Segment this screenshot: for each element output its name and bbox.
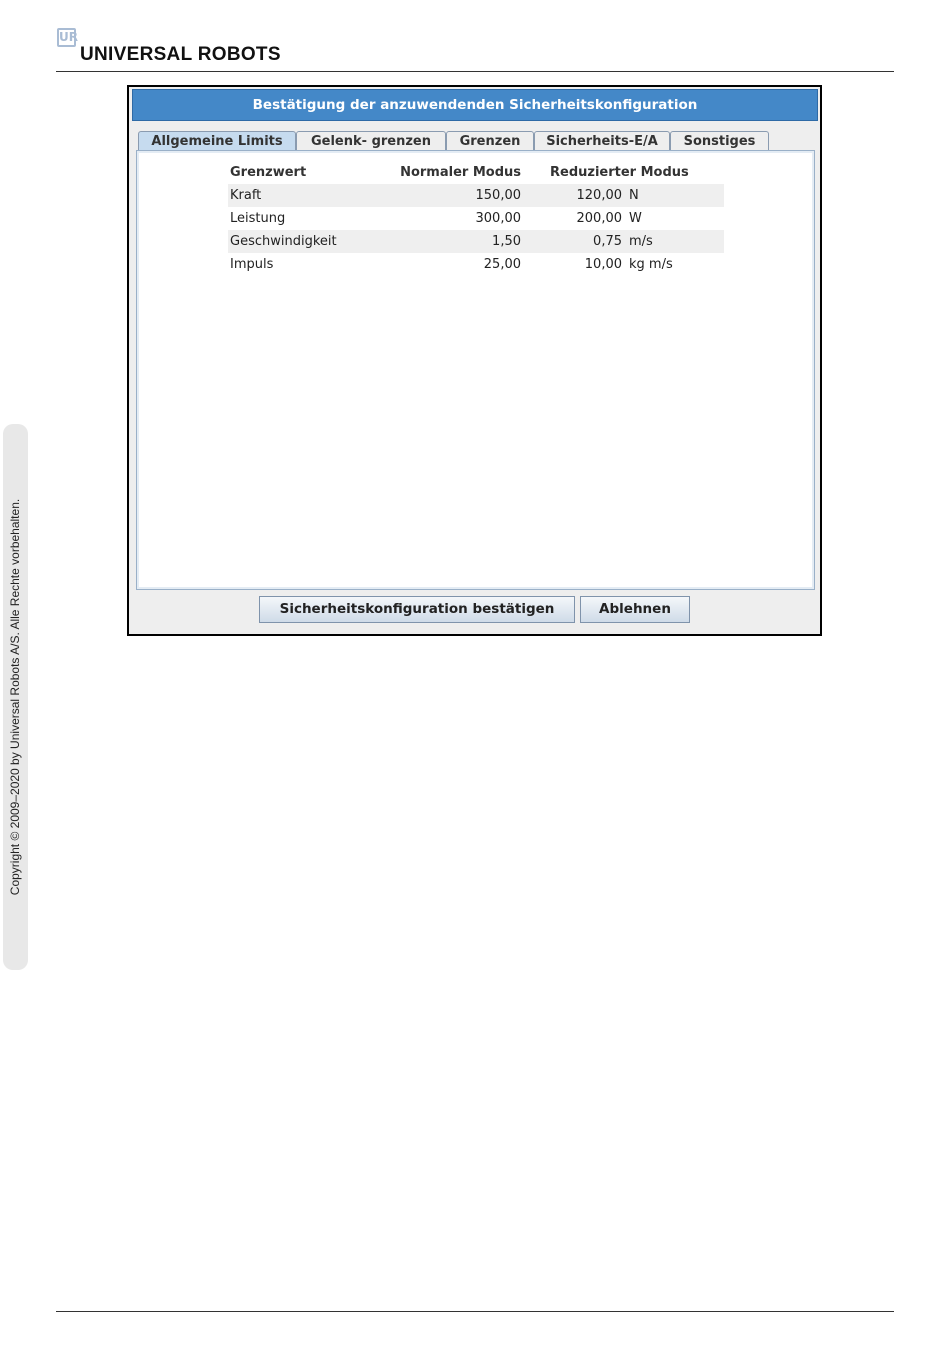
limit-name: Geschwindigkeit <box>230 234 337 249</box>
reject-button[interactable]: Ablehnen <box>580 596 690 623</box>
limit-name: Leistung <box>230 211 286 226</box>
normal-value: 1,50 <box>492 234 521 249</box>
header-grenzwert: Grenzwert <box>230 165 307 180</box>
footer-divider <box>56 1311 894 1312</box>
table-row: Leistung 300,00 200,00 W <box>228 207 724 230</box>
table-row: Impuls 25,00 10,00 kg m/s <box>228 253 724 276</box>
reduced-value: 120,00 <box>576 188 623 203</box>
limits-table: Grenzwert Normaler Modus Reduzierter Mod… <box>228 161 724 276</box>
limit-name: Kraft <box>230 188 262 203</box>
tab-gelenkgrenzen[interactable]: Gelenk- grenzen <box>296 131 446 151</box>
tab-sonstiges[interactable]: Sonstiges <box>670 131 769 151</box>
tab-panel: Grenzwert Normaler Modus Reduzierter Mod… <box>136 150 815 590</box>
table-row: Kraft 150,00 120,00 N <box>228 184 724 207</box>
header-normal: Normaler Modus <box>400 165 521 180</box>
copyright-text: Copyright © 2009–2020 by Universal Robot… <box>8 498 22 896</box>
reduced-value: 200,00 <box>576 211 623 226</box>
unit: W <box>629 211 642 226</box>
tab-sicherheits-ea[interactable]: Sicherheits-E/A <box>534 131 670 151</box>
limit-name: Impuls <box>230 257 274 272</box>
header-reduced: Reduzierter Modus <box>550 165 689 180</box>
tab-allgemeine-limits[interactable]: Allgemeine Limits <box>138 131 296 152</box>
normal-value: 150,00 <box>475 188 522 203</box>
tab-grenzen[interactable]: Grenzen <box>446 131 534 151</box>
unit: m/s <box>629 234 653 249</box>
unit: kg m/s <box>629 257 673 272</box>
table-header: Grenzwert Normaler Modus Reduzierter Mod… <box>228 161 724 184</box>
brand-name: UNIVERSAL ROBOTS <box>80 44 281 65</box>
reduced-value: 0,75 <box>593 234 622 249</box>
safety-config-dialog: Bestätigung der anzuwendenden Sicherheit… <box>127 85 822 636</box>
copyright-strip: Copyright © 2009–2020 by Universal Robot… <box>3 424 28 970</box>
normal-value: 25,00 <box>483 257 521 272</box>
table-row: Geschwindigkeit 1,50 0,75 m/s <box>228 230 724 253</box>
unit: N <box>629 188 639 203</box>
header-divider <box>56 71 894 72</box>
normal-value: 300,00 <box>475 211 522 226</box>
dialog-title: Bestätigung der anzuwendenden Sicherheit… <box>132 89 818 121</box>
confirm-button[interactable]: Sicherheitskonfiguration bestätigen <box>259 596 575 623</box>
ur-logo-icon: UR <box>57 28 78 47</box>
reduced-value: 10,00 <box>584 257 622 272</box>
